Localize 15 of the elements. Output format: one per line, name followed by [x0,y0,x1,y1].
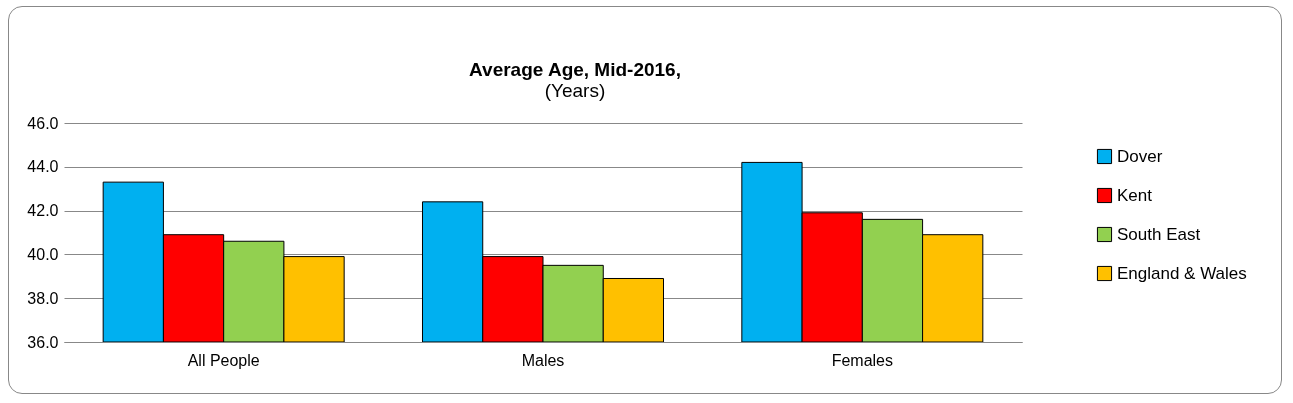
y-tick-label: 40.0 [27,245,59,263]
legend-label: Dover [1117,146,1163,166]
chart-title: Average Age, Mid-2016, [469,59,681,80]
x-tick-label: Males [521,351,565,369]
y-tick-label: 46.0 [27,114,59,132]
y-tick-label: 42.0 [27,202,59,220]
y-tick-label: 44.0 [27,158,59,176]
y-tick-label: 36.0 [27,333,59,351]
legend-label: Kent [1117,185,1153,205]
chart-subtitle: (Years) [544,80,606,101]
y-tick-label: 38.0 [27,289,59,307]
legend-label: South East [1117,224,1201,244]
legend-label: England & Wales [1117,263,1247,283]
x-tick-label: All People [187,351,260,369]
x-tick-label: Females [831,351,894,369]
